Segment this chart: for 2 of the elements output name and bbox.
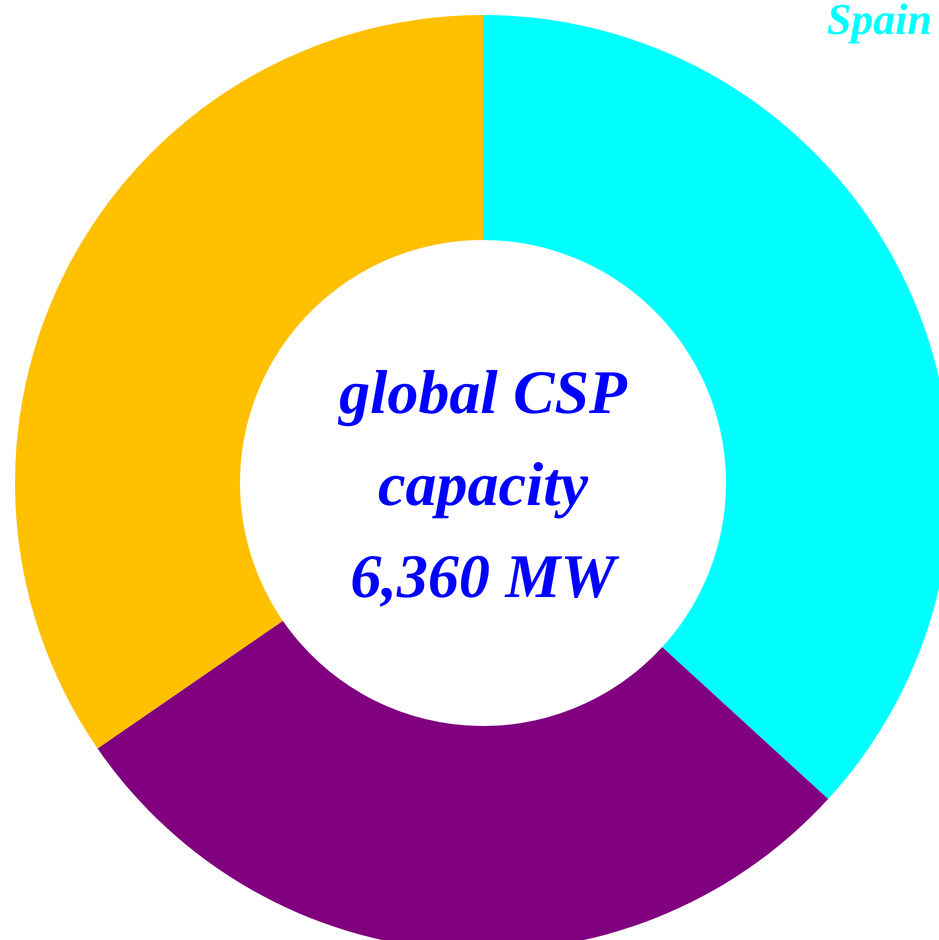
slice-label: Spain bbox=[826, 0, 932, 44]
text: global CSP capacity 6,360 MW bbox=[337, 359, 628, 611]
